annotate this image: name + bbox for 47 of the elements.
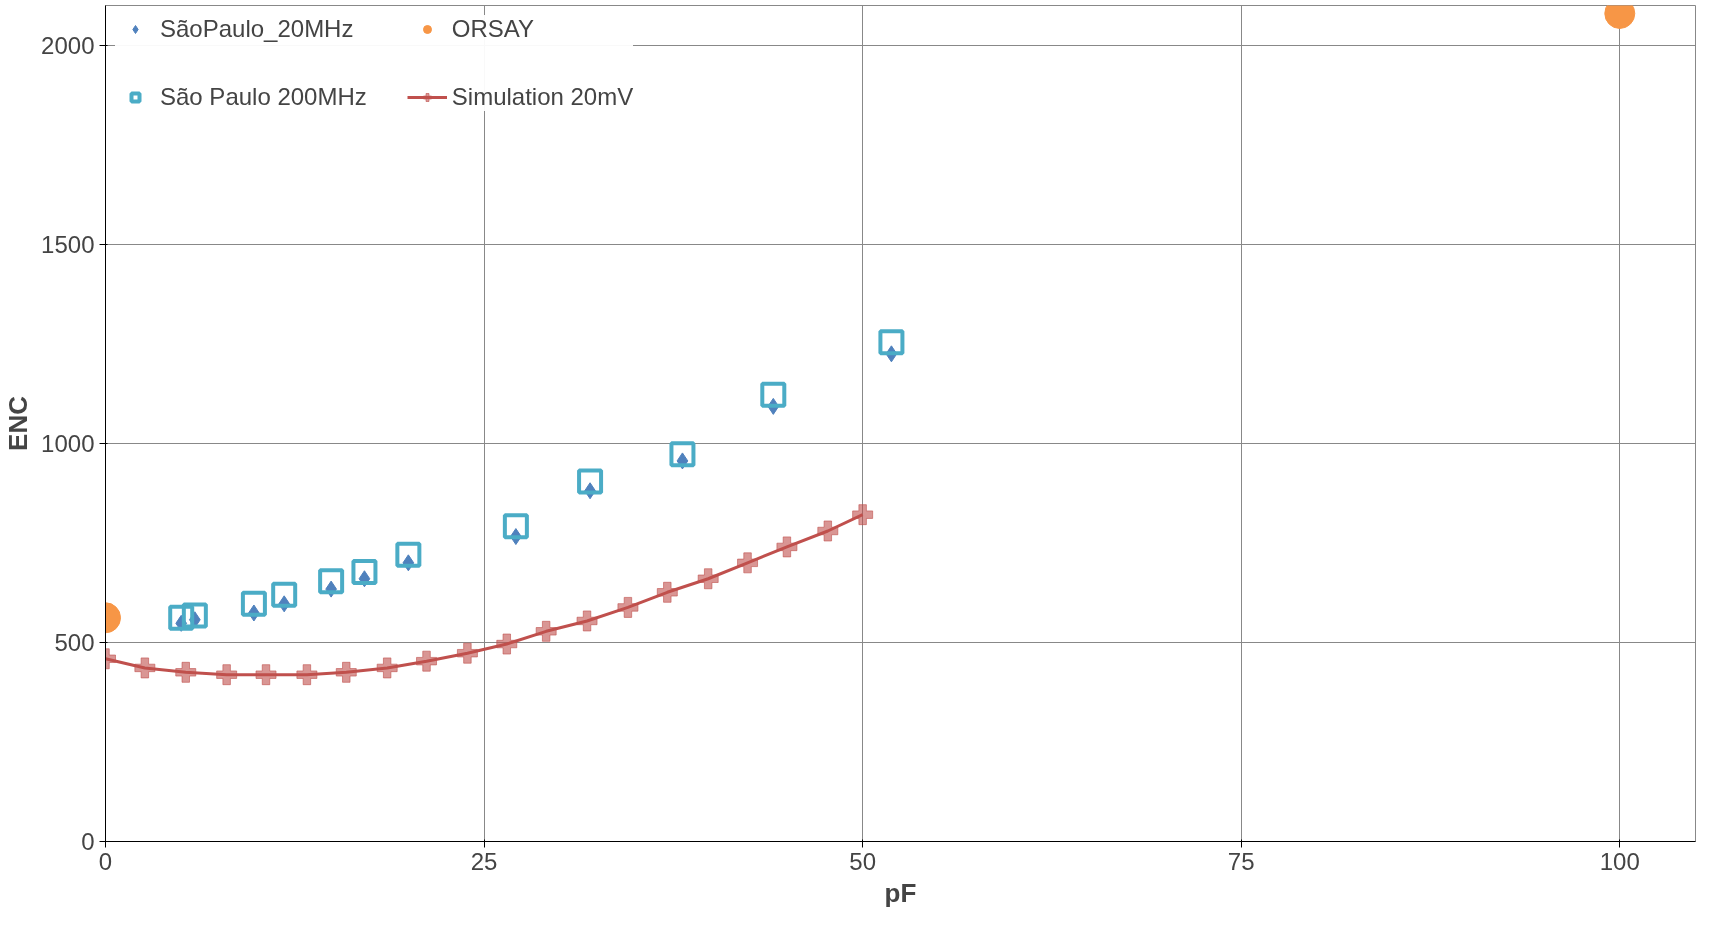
point <box>271 581 298 608</box>
point <box>216 664 238 686</box>
point <box>134 657 156 679</box>
x-tick-label: 50 <box>849 847 876 875</box>
legend-label: SãoPaulo_20MHz <box>160 15 354 43</box>
point <box>535 620 557 642</box>
point <box>878 329 905 356</box>
point <box>351 558 378 585</box>
legend-label: Simulation 20mV <box>451 83 634 111</box>
point <box>318 568 345 595</box>
point <box>669 441 696 468</box>
legend-label: ORSAY <box>451 15 535 43</box>
point <box>240 590 267 617</box>
point <box>576 610 598 632</box>
y-tick-label: 0 <box>81 828 95 855</box>
y-tick-label: 2000 <box>41 31 95 59</box>
y-tick-label: 1000 <box>41 429 95 457</box>
point <box>416 650 438 672</box>
x-tick-label: 100 <box>1599 847 1640 875</box>
point <box>852 504 874 526</box>
point <box>296 664 318 686</box>
y-axis-title: ENC <box>3 395 34 451</box>
x-tick-label: 75 <box>1227 847 1255 875</box>
point <box>817 520 839 542</box>
point <box>376 657 398 679</box>
x-tick-label: 25 <box>470 847 498 875</box>
point <box>496 633 518 655</box>
point <box>776 536 798 558</box>
x-axis-title: pF <box>884 877 917 908</box>
point <box>456 642 478 664</box>
y-tick-label: 500 <box>54 628 95 656</box>
y-tick-label: 1500 <box>41 230 95 258</box>
point <box>737 552 759 574</box>
point <box>168 604 195 631</box>
point <box>395 541 422 568</box>
point <box>760 381 787 408</box>
x-tick-label: 0 <box>98 847 113 875</box>
legend-label: São Paulo 200MHz <box>160 83 367 111</box>
point <box>697 568 719 590</box>
point <box>656 581 678 603</box>
point <box>577 468 604 495</box>
point <box>181 602 208 629</box>
point <box>502 513 529 540</box>
point <box>175 661 197 683</box>
point <box>335 661 357 683</box>
point <box>617 596 639 618</box>
point <box>255 664 277 686</box>
